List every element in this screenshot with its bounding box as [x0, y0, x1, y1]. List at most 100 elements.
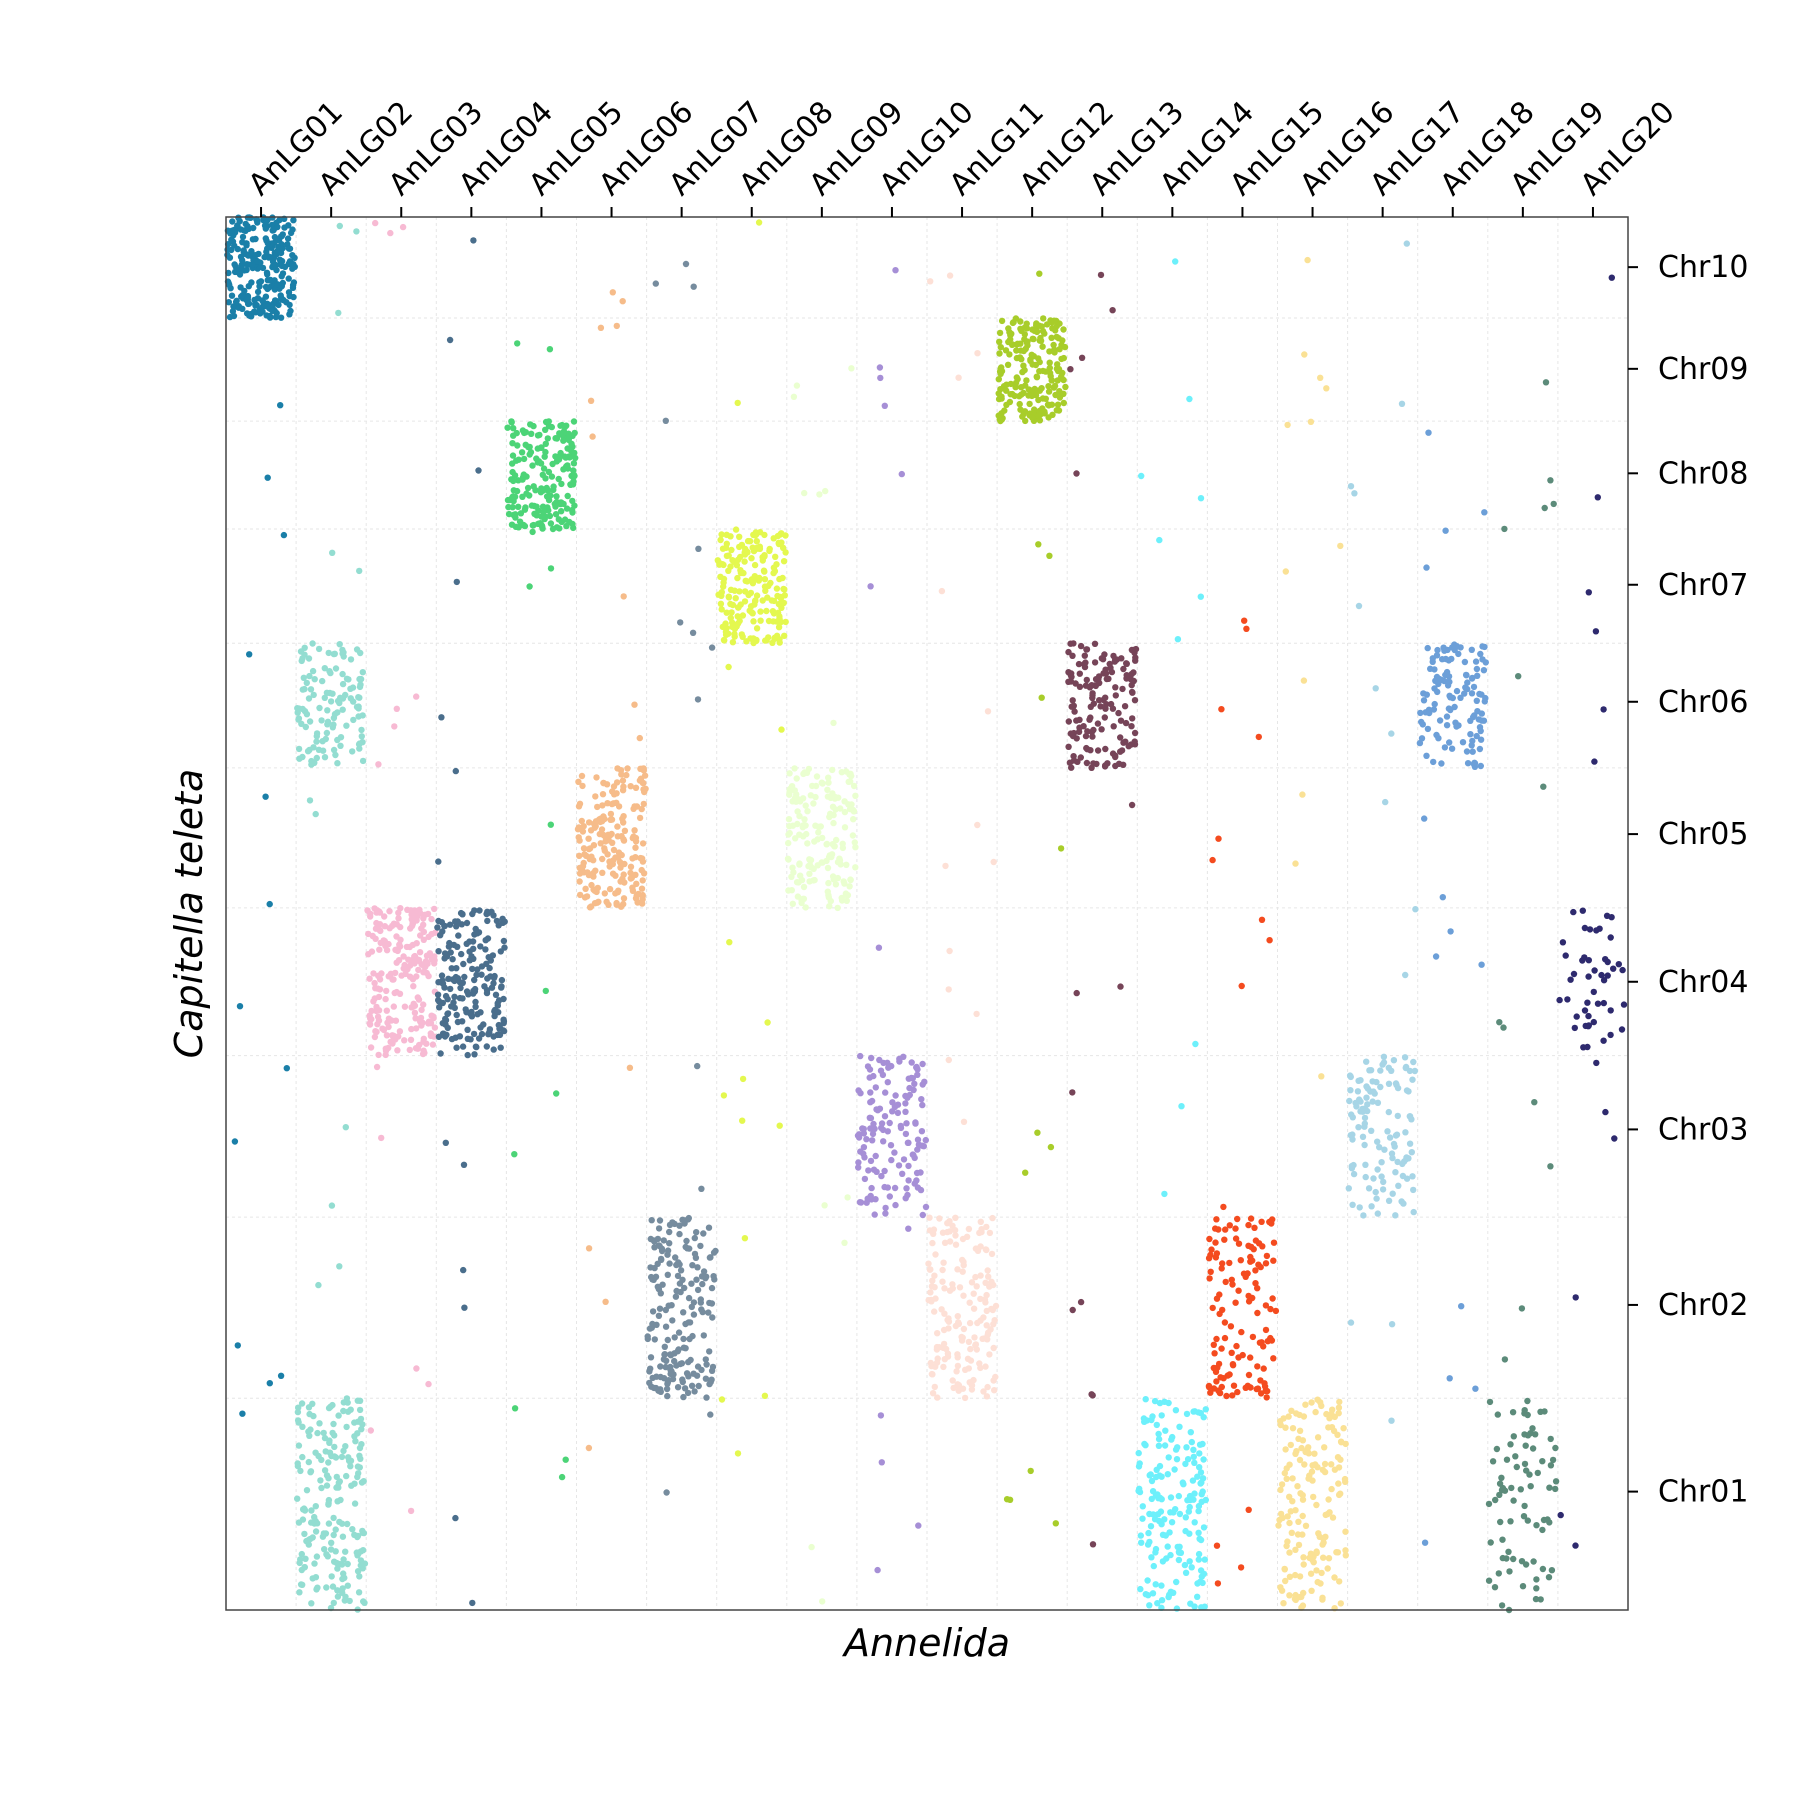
data-point: [458, 950, 465, 958]
data-point: [1191, 1459, 1198, 1467]
data-point: [854, 1132, 862, 1139]
data-point: [580, 859, 587, 867]
data-point: [239, 292, 246, 299]
data-point: [1087, 703, 1095, 710]
data-point: [1046, 364, 1054, 372]
data-point: [1005, 325, 1012, 332]
data-point: [1282, 1577, 1289, 1585]
data-point: [576, 837, 583, 844]
data-point: [952, 1232, 959, 1239]
data-point: [299, 1453, 306, 1461]
data-point: [1541, 504, 1548, 512]
data-point: [657, 1255, 665, 1263]
data-point: [336, 1263, 343, 1270]
data-point: [1600, 1037, 1607, 1044]
data-point: [1090, 760, 1097, 767]
data-point: [266, 312, 274, 320]
data-point: [1527, 1483, 1534, 1490]
data-point: [397, 905, 404, 912]
data-point: [1604, 972, 1611, 979]
data-point: [1325, 1496, 1332, 1503]
data-point: [892, 1092, 899, 1099]
data-point: [387, 970, 395, 977]
data-point: [751, 561, 759, 569]
data-point: [256, 279, 263, 286]
data-point: [591, 900, 599, 907]
data-point: [1199, 1440, 1206, 1448]
data-point: [564, 462, 571, 469]
data-point: [558, 1473, 566, 1481]
data-point: [656, 1217, 664, 1224]
data-point: [358, 726, 365, 734]
data-point: [270, 255, 277, 262]
data-point: [325, 1475, 332, 1482]
data-point: [330, 721, 337, 728]
data-point: [1046, 359, 1053, 366]
data-point: [246, 651, 253, 658]
data-point: [940, 1363, 947, 1371]
data-point: [881, 1183, 888, 1191]
data-point: [647, 1354, 655, 1361]
data-point: [1131, 729, 1139, 737]
data-point: [295, 716, 302, 723]
data-point: [607, 810, 615, 818]
data-point: [1023, 339, 1031, 347]
data-point: [988, 1250, 996, 1258]
data-point: [763, 607, 770, 615]
data-point: [1162, 1427, 1169, 1434]
series-anlg06: [574, 289, 649, 1452]
data-point: [1087, 714, 1094, 721]
data-point: [631, 803, 638, 810]
data-point: [1283, 1475, 1290, 1483]
data-point: [666, 1240, 673, 1247]
data-point: [700, 1268, 708, 1275]
data-point: [609, 289, 616, 296]
data-point: [1254, 1385, 1262, 1392]
data-point: [1195, 1550, 1203, 1558]
series-anlg15: [1205, 617, 1280, 1587]
data-point: [470, 987, 477, 995]
y-tick-label: Chr06: [1658, 685, 1748, 720]
data-point: [1017, 325, 1024, 332]
data-point: [1229, 1362, 1237, 1369]
data-point: [1054, 401, 1062, 408]
data-point: [1409, 1173, 1416, 1180]
data-point: [233, 297, 240, 304]
data-point: [327, 698, 335, 705]
data-point: [1368, 1203, 1375, 1210]
data-point: [877, 1067, 885, 1074]
data-point: [346, 1597, 353, 1605]
data-point: [435, 997, 442, 1004]
data-point: [662, 1306, 669, 1314]
data-point: [1186, 1558, 1193, 1565]
data-point: [385, 1015, 393, 1022]
data-point: [1130, 669, 1137, 676]
data-point: [1045, 402, 1053, 409]
data-point: [1292, 860, 1299, 867]
data-point: [863, 1136, 870, 1143]
data-point: [684, 1389, 692, 1397]
data-point: [951, 1227, 959, 1234]
data-point: [1288, 1529, 1296, 1537]
data-point: [1467, 731, 1474, 738]
data-point: [891, 1184, 899, 1192]
data-point: [954, 1266, 961, 1273]
data-point: [1073, 717, 1080, 724]
data-point: [973, 1010, 980, 1018]
data-point: [1357, 1077, 1364, 1084]
data-point: [1183, 1410, 1191, 1418]
data-point: [1361, 1120, 1369, 1127]
data-point: [660, 1237, 667, 1244]
data-point: [604, 800, 611, 807]
data-point: [322, 1448, 329, 1455]
data-point: [336, 1560, 343, 1568]
data-point: [416, 906, 423, 913]
data-point: [1591, 758, 1598, 765]
data-point: [1109, 705, 1117, 712]
data-point: [344, 1582, 351, 1589]
data-point: [377, 939, 384, 947]
data-point: [1585, 1012, 1592, 1020]
data-point: [1226, 1259, 1233, 1267]
data-point: [470, 1030, 478, 1038]
data-point: [562, 1456, 569, 1463]
